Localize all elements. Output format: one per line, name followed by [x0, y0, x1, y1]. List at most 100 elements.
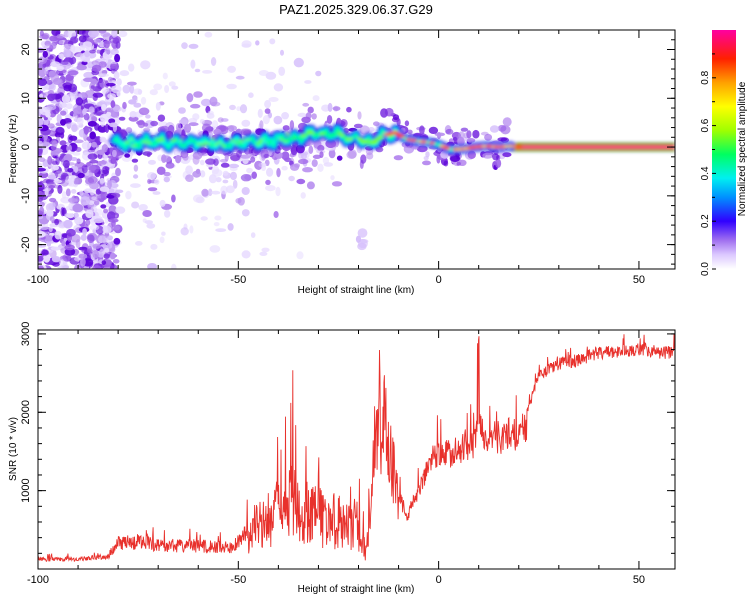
noise-blob — [109, 122, 118, 128]
noise-blob — [163, 171, 171, 177]
noise-blob — [202, 70, 213, 74]
noise-blob — [273, 115, 283, 125]
ridge-core-dot — [230, 142, 236, 145]
noise-blob — [237, 197, 245, 206]
noise-blob — [162, 72, 168, 80]
noise-blob — [326, 115, 333, 124]
noise-blob — [38, 118, 44, 126]
noise-blob — [241, 187, 250, 195]
noise-blob — [181, 150, 188, 158]
colorbar-label: Normalized spectral amplitude — [737, 81, 748, 216]
snr-y-tick-label: 2000 — [20, 400, 32, 424]
noise-blob — [131, 158, 139, 163]
noise-blob — [50, 246, 61, 251]
noise-blob — [94, 38, 102, 44]
noise-blob — [250, 156, 256, 163]
noise-blob — [38, 197, 43, 203]
noise-blob — [171, 263, 177, 269]
noise-blob — [357, 228, 368, 238]
noise-blob — [84, 50, 90, 58]
noise-blob — [85, 209, 94, 219]
noise-blob — [108, 218, 119, 223]
noise-blob — [308, 145, 314, 154]
noise-blob — [112, 105, 122, 113]
noise-blob — [45, 111, 51, 118]
noise-blob — [102, 33, 113, 41]
noise-blob — [209, 96, 218, 107]
noise-blob — [261, 247, 270, 253]
ridge-core-dot — [257, 141, 263, 144]
noise-blob — [263, 153, 270, 159]
noise-blob — [57, 184, 63, 194]
noise-blob — [456, 161, 461, 166]
noise-blob — [87, 120, 97, 127]
noise-blob — [161, 231, 166, 236]
noise-blob — [269, 38, 276, 45]
ridge-core-dot — [164, 142, 168, 146]
noise-blob — [241, 250, 251, 259]
noise-blob — [60, 207, 65, 217]
noise-blob — [122, 101, 127, 110]
noise-blob — [105, 111, 112, 117]
spectrogram-y-tick-label: 20 — [20, 43, 32, 55]
noise-blob — [153, 83, 163, 91]
noise-blob — [71, 124, 78, 133]
ridge-hotspot — [508, 144, 513, 148]
noise-blob — [147, 178, 152, 185]
noise-blob — [60, 110, 67, 116]
noise-blob — [328, 149, 336, 159]
noise-blob — [147, 172, 157, 180]
noise-blob — [489, 125, 500, 133]
noise-blob — [281, 151, 290, 161]
noise-blob — [63, 160, 70, 169]
ridge-core-dot — [212, 145, 220, 149]
noise-blob — [46, 182, 56, 188]
noise-blob — [95, 188, 102, 195]
noise-blob — [137, 119, 146, 129]
noise-blob — [85, 219, 91, 226]
noise-blob — [275, 186, 281, 197]
noise-blob — [419, 125, 425, 135]
noise-blob — [189, 225, 194, 234]
noise-blob — [239, 154, 251, 159]
noise-blob — [38, 56, 48, 65]
noise-blob — [102, 225, 112, 234]
noise-blob — [178, 119, 188, 125]
noise-blob — [155, 102, 161, 111]
snr-panel: -100 -50 0 50 1000 2000 3000 Height of straig… — [8, 322, 676, 595]
noise-blob — [281, 112, 289, 120]
spectrogram-y-ticks: -20 -10 0 10 20 — [20, 29, 675, 265]
ridge-core-dot — [270, 141, 276, 144]
snr-x-label: Height of straight line (km) — [298, 584, 415, 595]
noise-blob — [66, 144, 72, 153]
noise-blob — [346, 106, 352, 113]
noise-blob — [95, 80, 106, 90]
noise-blob — [91, 196, 97, 201]
noise-blob — [107, 76, 113, 82]
noise-blob — [192, 194, 204, 203]
ridge-hotspot — [376, 135, 385, 139]
ridge-hotspot — [454, 147, 463, 151]
noise-blob — [266, 167, 274, 177]
noise-blob — [360, 154, 367, 164]
noise-blob — [115, 151, 124, 156]
noise-blob — [59, 101, 66, 109]
colorbar-tick-label: 0.0 — [700, 262, 711, 276]
ridge-hotspot — [485, 144, 493, 148]
noise-blob — [118, 116, 126, 121]
ridge-core-dot — [255, 143, 260, 147]
ridge-hotspot — [428, 141, 436, 145]
noise-blob — [193, 91, 203, 98]
noise-blob — [373, 121, 380, 126]
noise-blob — [61, 191, 67, 199]
noise-blob — [457, 137, 465, 147]
noise-blob — [313, 139, 322, 149]
noise-blob — [264, 108, 271, 114]
noise-blob — [101, 87, 110, 94]
noise-blob — [48, 70, 56, 78]
noise-blob — [502, 117, 512, 127]
noise-blob — [259, 251, 268, 256]
colorbar-tick-label: 0.6 — [700, 118, 711, 132]
noise-blob — [80, 196, 91, 206]
